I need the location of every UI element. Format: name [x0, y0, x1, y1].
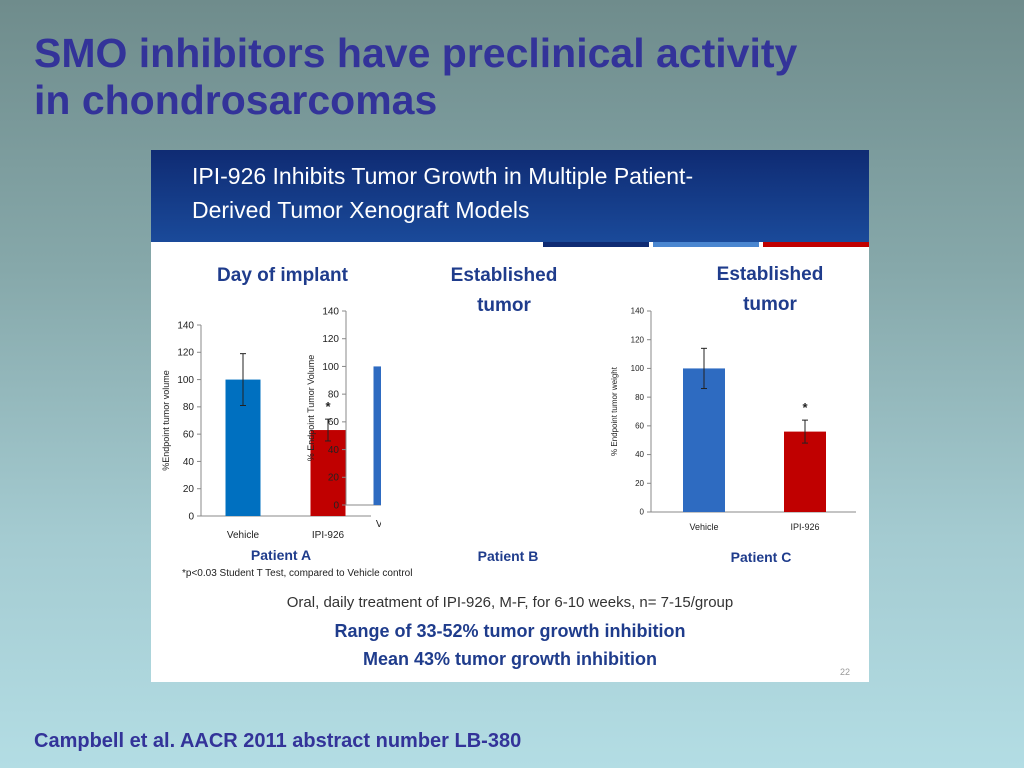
- header-stripe-navy: [543, 242, 649, 247]
- x-category-label: Vehicle: [689, 522, 718, 532]
- chart-b-xlabel: Patient B: [477, 548, 539, 564]
- y-tick-label: 100: [631, 364, 645, 373]
- y-tick-label: 140: [177, 320, 194, 331]
- chart-a-xlabel: Patient A: [250, 547, 312, 563]
- panel-headline-line-2: Derived Tumor Xenograft Models: [192, 197, 530, 223]
- y-tick-label: 60: [635, 422, 644, 431]
- y-tick-label: 20: [635, 479, 644, 488]
- y-tick-label: 40: [635, 450, 644, 459]
- y-axis-label: %Endpoint tumor volume: [161, 370, 171, 471]
- bar-ipi-926: [784, 431, 826, 512]
- significance-marker: *: [802, 400, 808, 415]
- chart-b-title: Established tumor: [404, 261, 604, 321]
- header-stripe-blue: [653, 242, 759, 247]
- y-tick-label: 0: [188, 511, 194, 522]
- y-tick-label: 120: [322, 334, 339, 345]
- chart-c-title: Established tumor: [670, 260, 870, 320]
- y-tick-label: 120: [631, 335, 645, 344]
- chart-b: 0 20 40 60 80 100 120 140 % Endpoint Tumor Volum…: [306, 306, 381, 530]
- y-tick-label: 60: [328, 417, 340, 428]
- citation: Campbell et al. AACR 2011 abstract numbe…: [34, 730, 522, 752]
- y-tick-label: 60: [183, 429, 195, 440]
- treatment-description: Oral, daily treatment of IPI-926, M-F, f…: [286, 594, 734, 611]
- y-tick-label: 20: [328, 473, 340, 484]
- y-tick-label: 0: [333, 500, 339, 511]
- y-tick-label: 80: [328, 389, 340, 400]
- chart-c-title-line-1: Established: [716, 264, 824, 285]
- header-stripe-red: [763, 242, 869, 247]
- significance-marker: *: [325, 399, 331, 414]
- y-tick-label: 120: [177, 348, 194, 359]
- chart-a-title: Day of implant: [166, 261, 399, 291]
- y-axis-label: % Endpoint Tumor Volume: [306, 355, 316, 462]
- chart-c-xlabel: Patient C: [730, 549, 792, 565]
- bar-vehicle: [373, 366, 381, 505]
- panel-headline-line-1: IPI-926 Inhibits Tumor Growth in Multipl…: [192, 163, 694, 189]
- inhibition-mean: Mean 43% tumor growth inhibition: [363, 649, 657, 669]
- slide-title-line-2: in chondrosarcomas: [34, 77, 438, 123]
- panel-header: IPI-926 Inhibits Tumor Growth in Multipl…: [151, 150, 869, 242]
- y-tick-label: 140: [631, 307, 645, 316]
- y-tick-label: 40: [328, 445, 340, 456]
- y-tick-label: 100: [322, 362, 339, 373]
- x-category-label: IPI-926: [790, 522, 819, 532]
- y-tick-label: 140: [322, 306, 339, 317]
- chart-c-title-line-2: tumor: [743, 294, 797, 315]
- y-tick-label: 100: [177, 375, 194, 386]
- inhibition-range: Range of 33-52% tumor growth inhibition: [334, 621, 686, 641]
- slide-title: SMO inhibitors have preclinical activity…: [34, 30, 994, 124]
- y-axis-label: % Endpoint tumor weight: [611, 366, 619, 456]
- bar-ipi-926: [310, 430, 346, 516]
- x-category-label: IPI-926: [312, 530, 345, 541]
- y-tick-label: 0: [640, 508, 645, 517]
- page-number: 22: [840, 667, 851, 677]
- chart-b-title-line-1: Established: [450, 265, 558, 286]
- y-tick-label: 80: [183, 402, 195, 413]
- slide-title-line-1: SMO inhibitors have preclinical activity: [34, 30, 798, 76]
- chart-c: 0 20 40 60 80 100 120 140 % Endpoint tumor weigh…: [611, 307, 856, 532]
- y-tick-label: 20: [183, 484, 195, 495]
- y-tick-label: 40: [183, 457, 195, 468]
- chart-b-title-line-2: tumor: [477, 295, 531, 316]
- chart-a: 0 20 40 60 80 100 120 140 %Endpoint tumor volume…: [161, 320, 371, 541]
- figure-panel: IPI-926 Inhibits Tumor Growth in Multipl…: [151, 150, 869, 682]
- x-category-label: Vehicle: [227, 530, 260, 541]
- significance-footnote: *p<0.03 Student T Test, compared to Vehi…: [182, 568, 413, 579]
- y-tick-label: 80: [635, 393, 644, 402]
- chart-a-title-line-1: Day of implant: [217, 265, 348, 286]
- x-category-label: Vehicle: [376, 519, 381, 530]
- bar-vehicle: [683, 368, 725, 512]
